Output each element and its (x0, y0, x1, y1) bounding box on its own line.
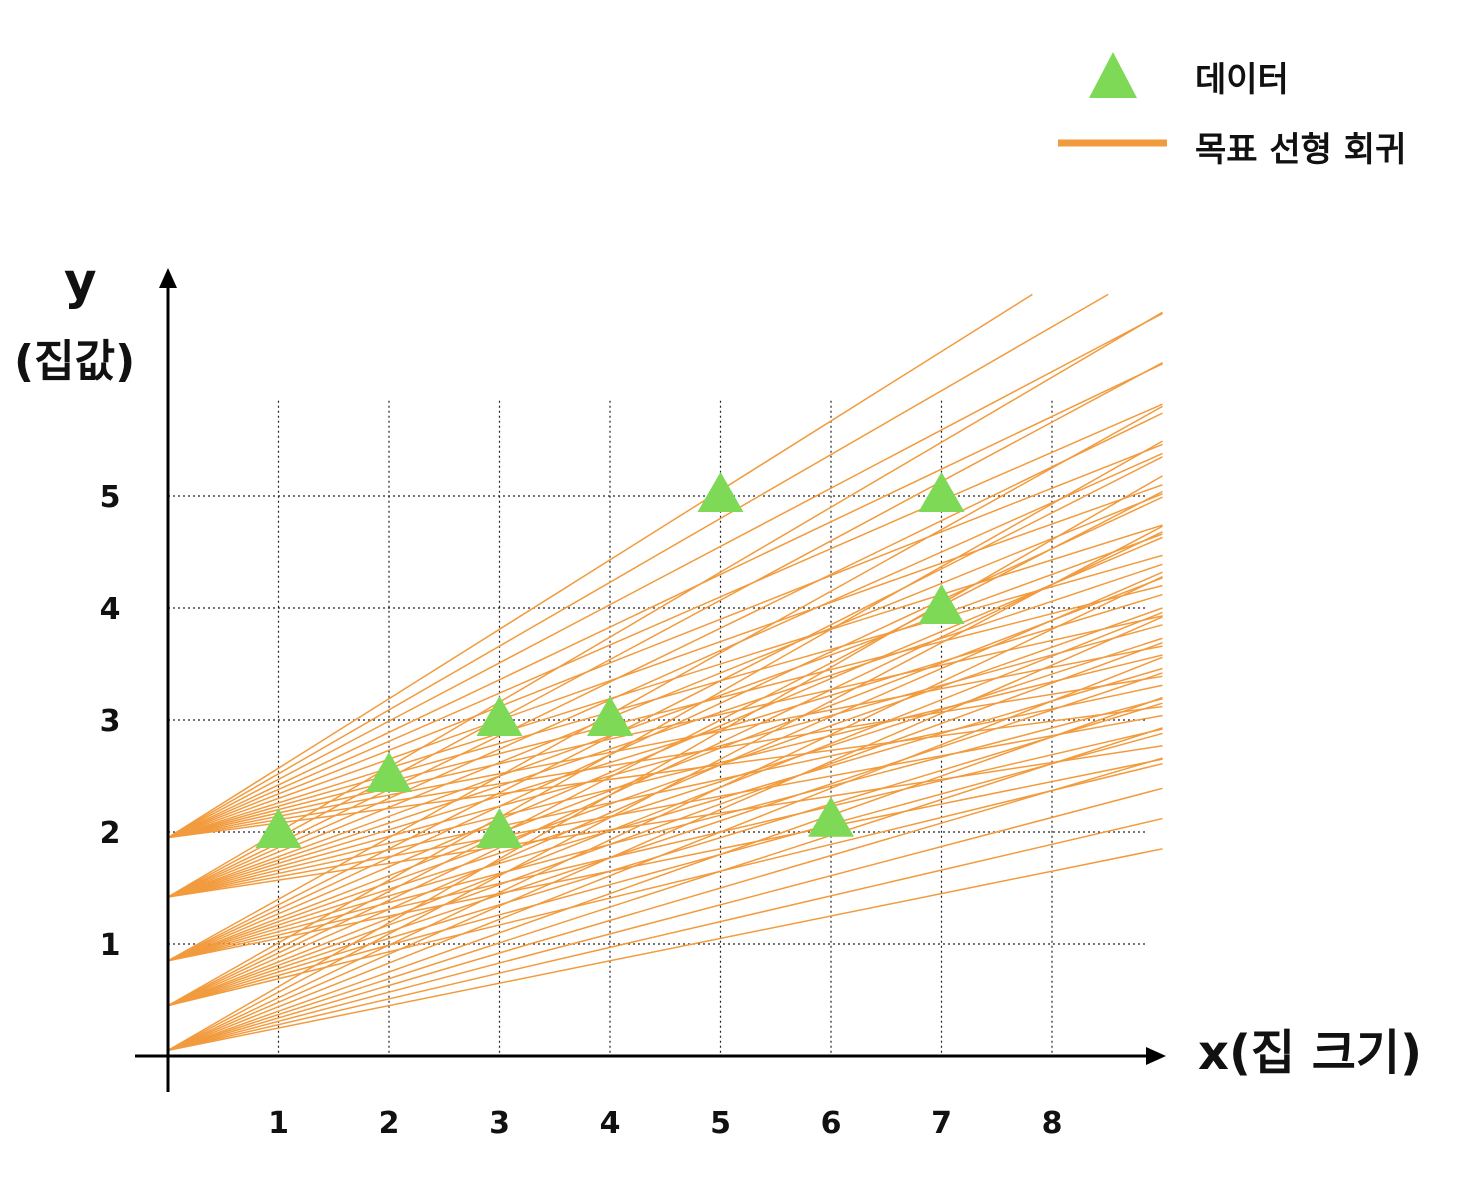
regression-line (167, 584, 1163, 839)
regression-line (167, 484, 1163, 839)
regression-line (167, 293, 1109, 839)
regression-line (167, 496, 1163, 962)
legend-marker-triangle (1089, 52, 1137, 98)
x-axis-arrow (1146, 1047, 1166, 1065)
data-point-triangle (808, 796, 854, 837)
y-tick-label: 1 (100, 928, 121, 963)
regression-line (167, 493, 1163, 898)
y-tick-label: 2 (100, 816, 121, 851)
x-tick-label: 2 (379, 1106, 400, 1141)
regression-line (167, 642, 1163, 1007)
regression-line (167, 762, 1163, 1007)
regression-line (167, 531, 1163, 1007)
data-point-triangle (587, 696, 633, 736)
legend (1058, 52, 1167, 147)
regression-lines (167, 293, 1163, 1052)
x-tick-label: 5 (710, 1106, 731, 1141)
regression-line (167, 533, 1163, 898)
regression-line (167, 697, 1163, 962)
regression-line (167, 654, 1163, 898)
regression-line (167, 554, 1163, 839)
regression-line (167, 615, 1163, 839)
axes (135, 268, 1166, 1092)
regression-line (167, 727, 1163, 1052)
data-point-triangle (476, 808, 523, 848)
regression-line (167, 593, 1163, 898)
regression-line (167, 745, 1163, 898)
regression-line (167, 405, 1163, 962)
regression-line (167, 362, 1163, 898)
regression-line (167, 637, 1163, 962)
y-axis-title: y (64, 252, 97, 310)
y-axis-arrow (159, 268, 177, 288)
y-tick-label: 4 (100, 592, 121, 627)
regression-line (167, 363, 1163, 839)
regression-line (167, 848, 1163, 1052)
data-points (255, 472, 965, 848)
regression-line (167, 624, 1163, 898)
regression-line (167, 656, 1163, 1052)
regression-line (167, 714, 1163, 898)
tick-labels: 1 2 3 4 5 6 7 8 1 2 3 4 5 (100, 480, 1063, 1141)
regression-line (167, 787, 1163, 1052)
data-point-triangle (255, 808, 302, 848)
x-tick-label: 3 (489, 1106, 510, 1141)
data-point-triangle (476, 696, 523, 736)
y-tick-label: 5 (100, 480, 121, 515)
x-tick-label: 8 (1042, 1106, 1063, 1141)
regression-line (167, 403, 1163, 839)
regression-line (167, 456, 1163, 962)
regression-line (167, 563, 1163, 898)
regression-line (167, 311, 1163, 898)
regression-line (167, 616, 1163, 1052)
regression-line (167, 817, 1163, 1052)
regression-line (167, 672, 1163, 1007)
regression-line (167, 757, 1163, 1052)
regression-line (167, 684, 1163, 898)
regression-line (167, 611, 1163, 1007)
regression-line (167, 475, 1163, 1052)
regression-line (167, 607, 1163, 962)
legend-label-regression: 목표 선형 회귀 (1195, 130, 1407, 170)
data-point-triangle (918, 584, 965, 624)
regression-line (167, 452, 1163, 898)
regression-line (167, 412, 1163, 898)
y-axis-subtitle: (집값) (14, 336, 136, 387)
x-tick-label: 6 (821, 1106, 842, 1141)
data-point-triangle (366, 752, 412, 792)
x-tick-label: 7 (931, 1106, 952, 1141)
x-tick-label: 1 (268, 1106, 289, 1141)
regression-line (167, 696, 1163, 1052)
regression-line (167, 575, 1163, 1052)
x-tick-label: 4 (600, 1106, 621, 1141)
regression-line (167, 490, 1163, 1007)
data-point-triangle (918, 472, 965, 512)
regression-line (167, 440, 1163, 1007)
regression-line (167, 443, 1163, 839)
regression-line (167, 732, 1163, 1007)
regression-line (167, 312, 1163, 839)
data-point-triangle (697, 472, 744, 512)
x-axis-title: x(집 크기) (1198, 1025, 1423, 1081)
y-tick-label: 3 (100, 704, 121, 739)
regression-line (167, 293, 1033, 839)
regression-line (167, 525, 1163, 1052)
regression-line (167, 728, 1163, 962)
legend-label-data: 데이터 (1195, 60, 1289, 100)
